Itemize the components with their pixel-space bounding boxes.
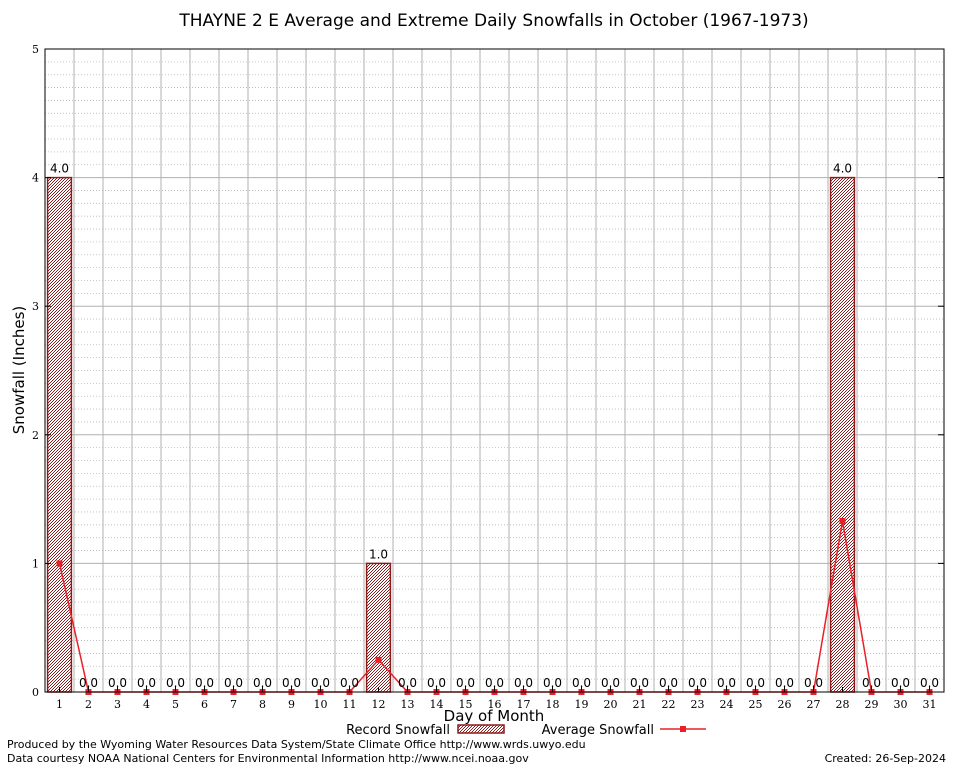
bar-value-label: 0.0	[137, 676, 156, 690]
y-tick-label: 5	[32, 43, 39, 56]
x-tick-label: 15	[459, 698, 473, 711]
x-tick-label: 12	[372, 698, 386, 711]
legend: Record Snowfall Average Snowfall	[346, 723, 706, 738]
bar-value-label: 0.0	[775, 676, 794, 690]
record-bars	[46, 176, 856, 693]
legend-average-label: Average Snowfall	[542, 723, 654, 738]
bar-value-label: 0.0	[195, 676, 214, 690]
legend-record-label: Record Snowfall	[346, 723, 450, 738]
x-tick-label: 6	[201, 698, 208, 711]
bar-value-label: 0.0	[79, 676, 98, 690]
bar-value-label: 0.0	[862, 676, 881, 690]
average-line	[56, 517, 933, 695]
x-tick-label: 17	[517, 698, 531, 711]
chart-title: THAYNE 2 E Average and Extreme Daily Sno…	[178, 11, 808, 31]
x-tick-label: 3	[114, 698, 121, 711]
bar-value-label: 0.0	[659, 676, 678, 690]
record-bar	[46, 176, 73, 693]
x-tick-label: 18	[546, 698, 560, 711]
x-axis-label: Day of Month	[444, 707, 545, 725]
x-tick-label: 10	[314, 698, 328, 711]
bar-value-label: 0.0	[108, 676, 127, 690]
x-tick-label: 29	[865, 698, 879, 711]
bar-value-label: 0.0	[920, 676, 939, 690]
bar-value-label: 4.0	[833, 162, 852, 176]
bar-value-labels: 4.0 0.0 0.0 0.0 0.0 0.0 0.0 0.0 0.0 0.0 0.0 1.0 0.0 0…	[50, 162, 939, 690]
average-point	[375, 656, 382, 663]
legend-record-swatch	[457, 724, 505, 734]
x-tick-label: 11	[343, 698, 357, 711]
y-axis-label: Snowfall (Inches)	[10, 306, 28, 434]
bar-value-label: 4.0	[50, 162, 69, 176]
average-point	[56, 560, 63, 567]
x-tick-label: 7	[230, 698, 237, 711]
bar-value-label: 1.0	[369, 547, 388, 561]
bar-value-label: 0.0	[166, 676, 185, 690]
record-bar	[829, 176, 856, 693]
y-tick-label: 2	[32, 429, 39, 442]
average-point	[839, 517, 846, 524]
x-tick-label: 28	[836, 698, 850, 711]
x-tick-label: 19	[575, 698, 589, 711]
bar-value-label: 0.0	[891, 676, 910, 690]
x-tick-label: 13	[401, 698, 415, 711]
y-tick-label: 1	[32, 557, 39, 570]
bar-value-label: 0.0	[398, 676, 417, 690]
bar-value-label: 0.0	[311, 676, 330, 690]
y-tick-label: 4	[32, 172, 39, 185]
x-tick-label: 9	[288, 698, 295, 711]
plot-frame	[44, 48, 945, 693]
y-tick-label: 3	[32, 300, 39, 313]
x-tick-label: 8	[259, 698, 266, 711]
x-tick-label: 4	[143, 698, 150, 711]
bar-value-label: 0.0	[224, 676, 243, 690]
producer-credit: Produced by the Wyoming Water Resources …	[7, 738, 586, 751]
bar-value-label: 0.0	[485, 676, 504, 690]
created-date: Created: 26-Sep-2024	[825, 752, 946, 765]
bar-value-label: 0.0	[630, 676, 649, 690]
legend-average-marker	[680, 726, 686, 732]
x-tick-label: 27	[807, 698, 821, 711]
x-tick-label: 21	[633, 698, 647, 711]
bar-value-label: 0.0	[746, 676, 765, 690]
grid	[45, 49, 944, 692]
data-courtesy-credit: Data courtesy NOAA National Centers for …	[7, 752, 529, 765]
bar-value-label: 0.0	[253, 676, 272, 690]
x-tick-label: 24	[720, 698, 734, 711]
y-tick-label: 0	[32, 686, 39, 699]
bar-value-label: 0.0	[340, 676, 359, 690]
x-tick-label: 14	[430, 698, 444, 711]
x-tick-label: 25	[749, 698, 763, 711]
x-tick-label: 16	[488, 698, 502, 711]
x-tick-label: 23	[691, 698, 705, 711]
bar-value-label: 0.0	[427, 676, 446, 690]
bar-value-label: 0.0	[804, 676, 823, 690]
bar-value-label: 0.0	[572, 676, 591, 690]
bar-value-label: 0.0	[456, 676, 475, 690]
bar-value-label: 0.0	[688, 676, 707, 690]
x-tick-label: 2	[85, 698, 92, 711]
bar-value-label: 0.0	[601, 676, 620, 690]
x-tick-label: 22	[662, 698, 676, 711]
bar-value-label: 0.0	[717, 676, 736, 690]
bar-value-label: 0.0	[514, 676, 533, 690]
bar-value-label: 0.0	[543, 676, 562, 690]
x-tick-label: 31	[923, 698, 937, 711]
bar-value-label: 0.0	[282, 676, 301, 690]
x-tick-label: 26	[778, 698, 792, 711]
x-tick-label: 5	[172, 698, 179, 711]
x-tick-label: 1	[56, 698, 63, 711]
record-bar	[365, 562, 392, 693]
x-tick-label: 30	[894, 698, 908, 711]
x-tick-label: 20	[604, 698, 618, 711]
